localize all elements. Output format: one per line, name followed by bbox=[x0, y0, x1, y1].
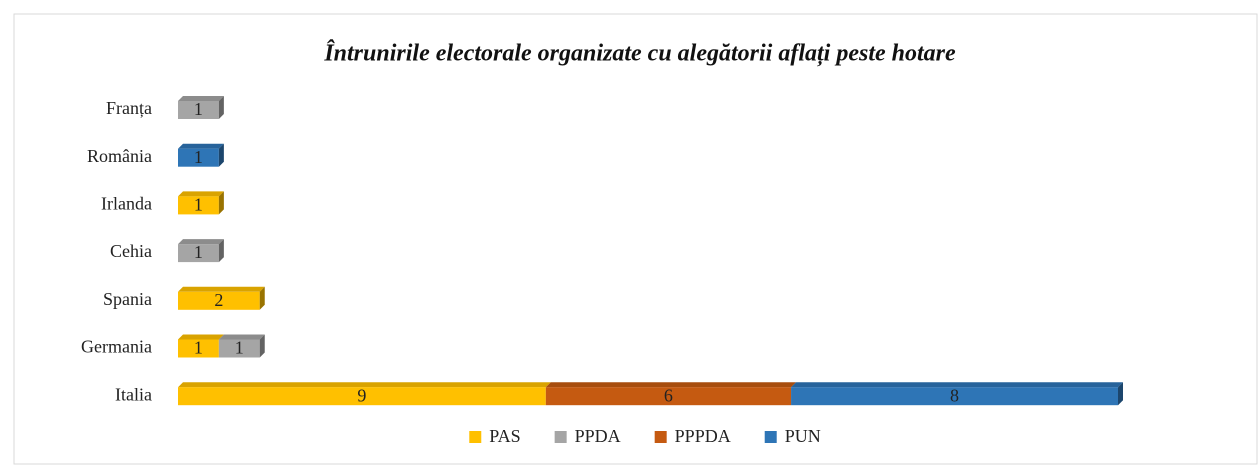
legend-swatch bbox=[654, 431, 667, 443]
data-label: 2 bbox=[214, 290, 223, 310]
bar bbox=[178, 291, 260, 310]
data-label: 9 bbox=[357, 385, 366, 405]
data-label: 1 bbox=[194, 338, 203, 358]
bar bbox=[791, 387, 1118, 406]
bar bbox=[178, 244, 219, 263]
data-label: 8 bbox=[950, 385, 959, 405]
bar-side bbox=[1118, 382, 1123, 406]
legend-label: PPDA bbox=[575, 426, 621, 446]
bar bbox=[218, 339, 260, 358]
y-tick-label: Franța bbox=[106, 98, 152, 118]
legend-label: PUN bbox=[785, 426, 821, 446]
bar-top bbox=[218, 334, 265, 340]
bar-side bbox=[218, 143, 224, 167]
bar bbox=[178, 387, 546, 406]
bar-top bbox=[178, 239, 224, 245]
y-tick-label: Spania bbox=[103, 289, 152, 309]
legend-label: PPPDA bbox=[675, 426, 731, 446]
legend-swatch bbox=[764, 431, 777, 443]
chart-title: Întrunirile electorale organizate cu ale… bbox=[323, 40, 956, 67]
y-tick-label: România bbox=[87, 146, 152, 166]
bar bbox=[545, 387, 792, 406]
y-tick-label: Italia bbox=[115, 384, 152, 404]
bar bbox=[178, 339, 219, 358]
bar-top bbox=[178, 143, 224, 149]
bar-side bbox=[218, 239, 224, 263]
bar-side bbox=[218, 96, 224, 119]
bar-top bbox=[178, 96, 224, 101]
data-label: 1 bbox=[194, 242, 203, 262]
bar-top bbox=[791, 382, 1123, 388]
data-label: 1 bbox=[194, 99, 203, 119]
bar-side bbox=[218, 191, 224, 215]
bar bbox=[178, 196, 219, 215]
legend-swatch bbox=[554, 431, 567, 443]
legend-swatch bbox=[469, 431, 482, 443]
data-label: 1 bbox=[235, 338, 244, 358]
data-label: 1 bbox=[194, 195, 203, 215]
bar bbox=[178, 148, 219, 167]
bar-side bbox=[259, 334, 265, 358]
y-tick-label: Germania bbox=[81, 337, 152, 357]
bar-top bbox=[178, 286, 265, 292]
data-label: 1 bbox=[194, 147, 203, 167]
bar-side bbox=[259, 286, 265, 310]
legend-label: PAS bbox=[489, 426, 520, 446]
y-tick-label: Cehia bbox=[110, 241, 152, 261]
bar-top bbox=[178, 191, 224, 197]
bar-top bbox=[178, 334, 224, 340]
bar-top bbox=[545, 382, 797, 388]
data-label: 6 bbox=[664, 385, 673, 405]
bar-top bbox=[178, 382, 551, 388]
bar bbox=[178, 101, 219, 119]
y-tick-label: Irlanda bbox=[101, 194, 152, 214]
